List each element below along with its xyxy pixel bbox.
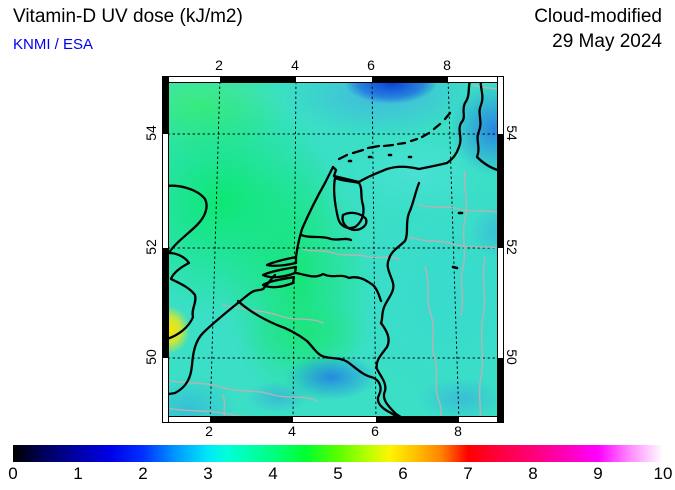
source-label: KNMI / ESA bbox=[13, 36, 94, 53]
colorbar-label-2: 2 bbox=[138, 464, 148, 483]
frame-bottom bbox=[163, 416, 503, 422]
lon-tick-top-6: 6 bbox=[367, 57, 375, 73]
river-meuse-belgium bbox=[222, 304, 324, 324]
lat-tick-left-52: 52 bbox=[143, 239, 159, 255]
border-be-de-lu bbox=[375, 321, 419, 422]
colorbar-label-0: 0 bbox=[8, 464, 18, 483]
lon-tick-top-4: 4 bbox=[291, 57, 299, 73]
delta-island-3 bbox=[261, 275, 296, 289]
border-nl-be bbox=[294, 271, 383, 303]
date-label: 29 May 2024 bbox=[552, 31, 662, 52]
coastlines bbox=[163, 77, 503, 397]
lat-tick-right-52: 52 bbox=[504, 239, 520, 255]
wadden-island-terschelling bbox=[366, 144, 381, 150]
frame-left bbox=[163, 77, 169, 422]
lat-tick-left-50: 50 bbox=[143, 349, 159, 365]
waterway-rotterdam bbox=[299, 233, 353, 242]
colorbar-label-9: 9 bbox=[593, 464, 603, 483]
colorbar-labels: 0 1 2 3 4 5 6 7 8 9 10 bbox=[8, 464, 672, 484]
east-frisian-islands-1 bbox=[409, 137, 419, 143]
border-france-1 bbox=[163, 378, 318, 402]
river-rhine bbox=[424, 266, 442, 422]
border-fr-be bbox=[236, 299, 408, 422]
wadden-island-texel bbox=[337, 153, 349, 161]
border-germany-east bbox=[478, 256, 486, 422]
lon-tick-bottom-2: 2 bbox=[205, 423, 213, 439]
river-nl-rhine-waal bbox=[302, 248, 400, 260]
border-germany-north bbox=[418, 204, 502, 214]
lon-tick-top-8: 8 bbox=[443, 57, 451, 73]
ijsselmeer-shore bbox=[333, 176, 365, 230]
england-coastline bbox=[163, 184, 208, 342]
schleswig-coastline bbox=[475, 77, 503, 173]
east-frisian-islands-2 bbox=[420, 131, 431, 139]
page-title: Vitamin-D UV dose (kJ/m2) bbox=[13, 6, 243, 27]
delta-island-2 bbox=[261, 265, 298, 279]
lat-tick-right-50: 50 bbox=[504, 349, 520, 365]
map-panel bbox=[162, 76, 504, 423]
colorbar-label-8: 8 bbox=[528, 464, 538, 483]
wadden-island-ameland bbox=[382, 143, 395, 148]
lon-tick-bottom-6: 6 bbox=[371, 423, 379, 439]
colorbar-label-10: 10 bbox=[653, 464, 673, 483]
frame-top bbox=[163, 77, 503, 83]
wadden-dots bbox=[347, 153, 413, 163]
border-nrw-north bbox=[408, 236, 503, 250]
wadden-island-schiermonnikoog bbox=[396, 141, 407, 146]
lon-tick-top-2: 2 bbox=[215, 57, 223, 73]
frame-right bbox=[497, 77, 503, 422]
border-germany-vertical bbox=[460, 170, 468, 316]
colorbar-label-3: 3 bbox=[203, 464, 213, 483]
map-overlay bbox=[163, 77, 503, 422]
delta-island-1 bbox=[265, 255, 298, 267]
inland-lake-dots bbox=[451, 211, 464, 270]
colorbar-label-4: 4 bbox=[268, 464, 278, 483]
flevoland bbox=[341, 211, 368, 232]
north-frisian-islands bbox=[432, 111, 452, 131]
lon-tick-bottom-4: 4 bbox=[288, 423, 296, 439]
wadden-island-vlieland bbox=[351, 148, 365, 155]
colorbar-label-6: 6 bbox=[398, 464, 408, 483]
lat-tick-left-54: 54 bbox=[143, 125, 159, 141]
mode-label: Cloud-modified bbox=[534, 6, 662, 27]
inner-borders-gray bbox=[163, 84, 503, 422]
country-borders-black bbox=[236, 181, 421, 422]
lon-tick-bottom-8: 8 bbox=[454, 423, 462, 439]
holland-coastline bbox=[294, 165, 338, 259]
frisian-mainland-coast bbox=[357, 77, 473, 184]
colorbar-label-1: 1 bbox=[73, 464, 83, 483]
graticule bbox=[163, 77, 503, 422]
colorbar-gradient bbox=[13, 445, 663, 462]
colorbar-label-7: 7 bbox=[463, 464, 473, 483]
france-coastline bbox=[163, 287, 265, 397]
lat-tick-right-54: 54 bbox=[504, 125, 520, 141]
border-nl-de bbox=[379, 181, 421, 325]
colorbar-label-5: 5 bbox=[333, 464, 343, 483]
